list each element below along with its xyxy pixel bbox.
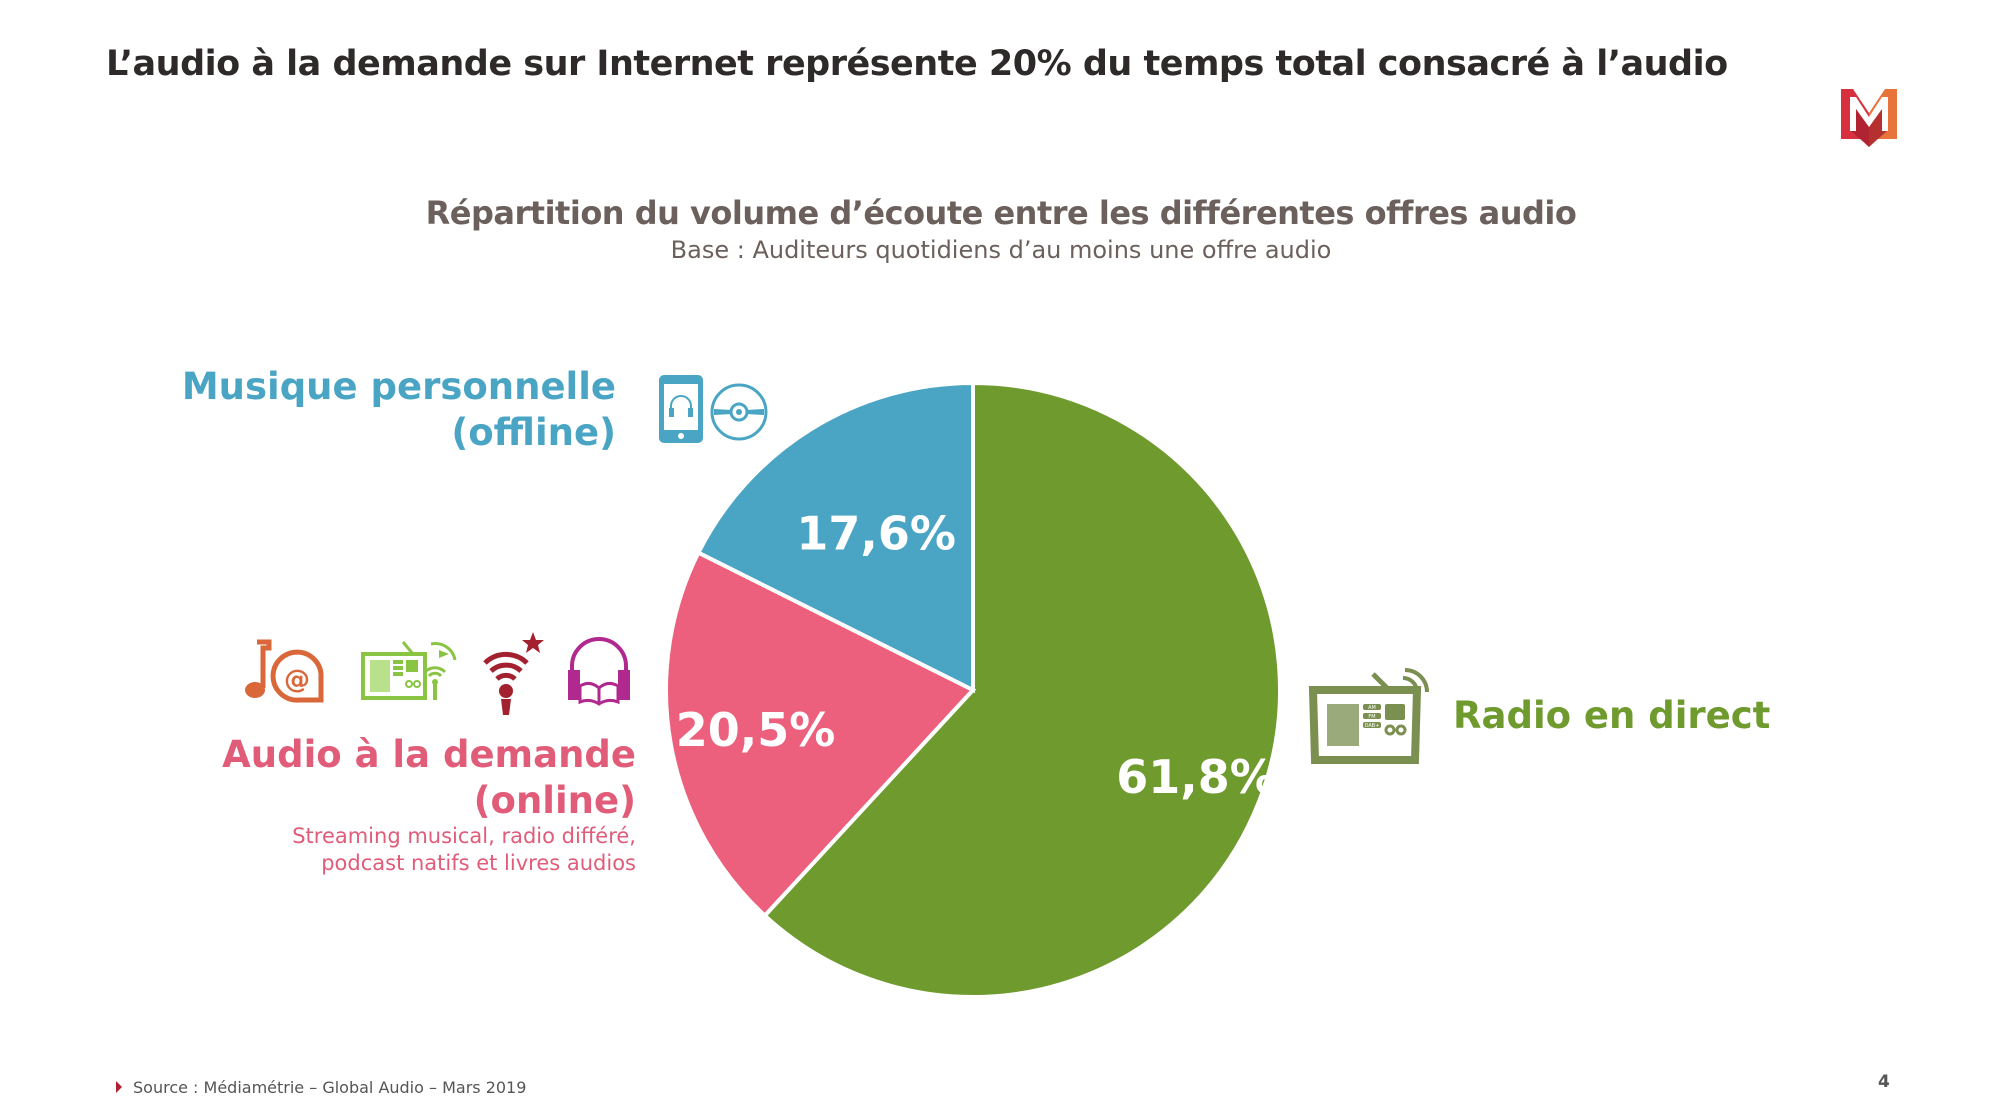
legend-online-sub2: podcast natifs et livres audios bbox=[321, 851, 636, 875]
pie-slice bbox=[761, 380, 1282, 999]
slice-value-label: 20,5% bbox=[676, 703, 836, 757]
legend-radio: Radio en direct bbox=[1453, 694, 1771, 737]
legend-offline-line1: Musique personnelle bbox=[181, 365, 616, 408]
page-title: L’audio à la demande sur Internet représ… bbox=[106, 44, 1728, 84]
pie-slice bbox=[664, 549, 977, 919]
legend-online-description: Streaming musical, radio différé, podcas… bbox=[292, 823, 636, 877]
page-number: 4 bbox=[1878, 1072, 1890, 1092]
slice-value-label: 61,8% bbox=[1116, 750, 1276, 804]
legend-online: Audio à la demande (online) bbox=[222, 732, 636, 824]
smartphone-headphones-icon bbox=[659, 375, 703, 443]
source-marker-icon bbox=[116, 1081, 122, 1093]
legend-offline: Musique personnelle (offline) bbox=[182, 364, 616, 456]
audiobook-icon bbox=[568, 637, 630, 706]
legend-online-line2: (online) bbox=[473, 779, 636, 822]
slice-value-label: 17,6% bbox=[796, 506, 956, 560]
podcast-mic-icon bbox=[483, 632, 544, 715]
replay-radio-icon bbox=[361, 641, 457, 700]
legend-online-line1: Audio à la demande bbox=[222, 733, 636, 776]
band-am: AM bbox=[1368, 705, 1376, 711]
band-dab: DAB+ bbox=[1365, 723, 1380, 729]
svg-text:@: @ bbox=[284, 665, 310, 695]
music-note-at-icon: @ bbox=[245, 639, 324, 703]
mediametrie-logo bbox=[1841, 89, 1897, 147]
pie-slice bbox=[695, 380, 975, 694]
source-note: Source : Médiamétrie – Global Audio – Ma… bbox=[133, 1078, 527, 1097]
legend-offline-line2: (offline) bbox=[451, 411, 616, 454]
radio-icon: AM FM DAB+ bbox=[1308, 668, 1429, 764]
legend-online-sub1: Streaming musical, radio différé, bbox=[292, 824, 636, 848]
chart-title: Répartition du volume d’écoute entre les… bbox=[425, 194, 1577, 232]
band-fm: FM bbox=[1368, 714, 1375, 720]
chart-subtitle: Base : Auditeurs quotidiens d’au moins u… bbox=[670, 236, 1332, 264]
cd-icon bbox=[710, 383, 768, 441]
